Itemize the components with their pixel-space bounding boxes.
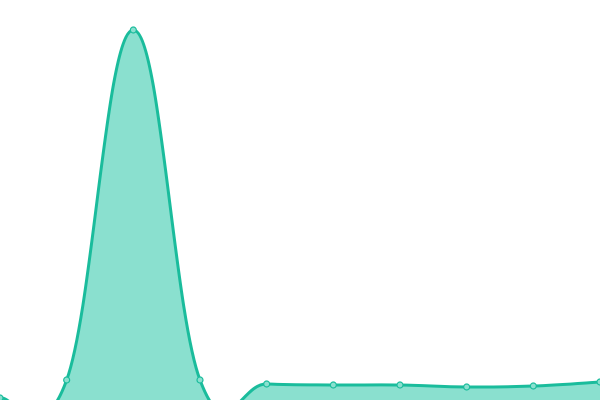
data-point-6 (396, 381, 404, 389)
data-point-5 (329, 381, 337, 389)
area-fill (0, 30, 600, 400)
data-point-7 (463, 383, 471, 391)
data-point-4 (263, 380, 271, 388)
data-point-1 (63, 376, 71, 384)
data-point-8 (529, 382, 537, 390)
data-point-0 (0, 394, 4, 400)
data-point-2 (129, 26, 137, 34)
data-point-3 (196, 376, 204, 384)
data-point-9 (596, 378, 600, 386)
data-points (0, 26, 600, 400)
